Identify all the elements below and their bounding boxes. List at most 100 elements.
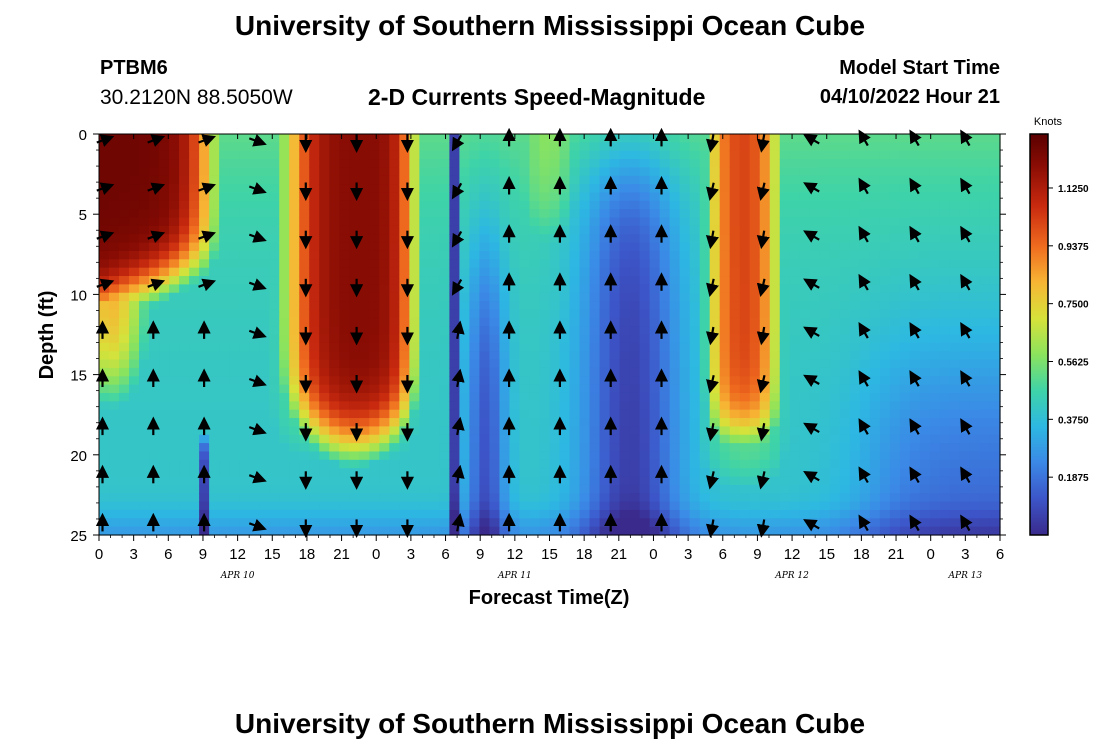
heatmap-cell [179, 484, 190, 494]
heatmap-cell [249, 401, 260, 411]
heatmap-cell [589, 250, 601, 260]
heatmap-cell [519, 484, 531, 494]
heatmap-cell [519, 209, 531, 219]
heatmap-cell [539, 200, 551, 210]
heatmap-cell [799, 509, 811, 519]
heatmap-cell [609, 259, 621, 269]
heatmap-cell [889, 476, 901, 486]
heatmap-cell [769, 501, 781, 511]
heatmap-cell [399, 459, 410, 469]
heatmap-cell [419, 225, 430, 235]
heatmap-cell [459, 200, 471, 210]
heatmap-cell [749, 217, 761, 227]
heatmap-cell [959, 501, 971, 511]
heatmap-cell [869, 225, 881, 235]
heatmap-cell [669, 334, 681, 344]
heatmap-cell [559, 234, 571, 244]
heatmap-cell [589, 493, 601, 503]
heatmap-cell [579, 468, 591, 478]
heatmap-cell [709, 392, 721, 402]
heatmap-cell [849, 351, 861, 361]
heatmap-cell [979, 142, 991, 152]
heatmap-cell [569, 376, 581, 386]
heatmap-cell [839, 367, 851, 377]
heatmap-cell [689, 401, 701, 411]
heatmap-cell [779, 309, 791, 319]
heatmap-cell [639, 142, 651, 152]
heatmap-cell [159, 209, 170, 219]
heatmap-cell [489, 376, 501, 386]
heatmap-cell [719, 451, 731, 461]
current-arrow [451, 368, 465, 388]
heatmap-cell [829, 359, 841, 369]
heatmap-cell [289, 434, 300, 444]
heatmap-cell [479, 326, 491, 336]
heatmap-cell [109, 509, 120, 519]
heatmap-cell [619, 309, 631, 319]
heatmap-cell [629, 501, 641, 511]
heatmap-cell [759, 509, 771, 519]
heatmap-cell [879, 134, 891, 143]
heatmap-cell [189, 142, 200, 152]
heatmap-cell [209, 476, 220, 486]
heatmap-cell [699, 326, 711, 336]
heatmap-cell [809, 250, 821, 260]
heatmap-cell [519, 292, 531, 302]
heatmap-cell [129, 234, 140, 244]
heatmap-cell [629, 518, 641, 528]
heatmap-cell [319, 267, 330, 277]
heatmap-cell [869, 242, 881, 252]
heatmap-cell [849, 150, 861, 160]
heatmap-cell [359, 342, 370, 352]
heatmap-cell [439, 250, 450, 260]
heatmap-cell [339, 276, 350, 285]
heatmap-cell [429, 401, 440, 411]
heatmap-cell [899, 443, 911, 453]
heatmap-cell [669, 134, 681, 143]
heatmap-cell [189, 484, 200, 494]
heatmap-cell [809, 409, 821, 419]
heatmap-cell [769, 276, 781, 285]
heatmap-cell [189, 509, 200, 519]
heatmap-cell [299, 209, 310, 219]
heatmap-cell [219, 150, 230, 160]
heatmap-cell [169, 175, 180, 185]
heatmap-cell [369, 434, 380, 444]
heatmap-cell [109, 301, 120, 311]
heatmap-cell [439, 501, 450, 511]
heatmap-cell [209, 284, 220, 294]
heatmap-cell [969, 259, 981, 269]
heatmap-cell [919, 309, 931, 319]
heatmap-cell [629, 284, 641, 294]
heatmap-cell [139, 509, 150, 519]
current-arrow [705, 519, 719, 538]
heatmap-cell [119, 217, 130, 227]
heatmap-cell [529, 468, 541, 478]
heatmap-cell [299, 476, 310, 486]
heatmap-cell [729, 451, 741, 461]
heatmap-cell [409, 292, 420, 302]
heatmap-cell [229, 276, 240, 285]
heatmap-cell [419, 309, 430, 319]
heatmap-cell [239, 367, 250, 377]
heatmap-cell [339, 501, 350, 511]
heatmap-cell [469, 409, 481, 419]
heatmap-cell [479, 409, 491, 419]
heatmap-cell [249, 418, 260, 427]
heatmap-cell [289, 334, 300, 344]
heatmap-cell [809, 359, 821, 369]
heatmap-cell [939, 259, 951, 269]
heatmap-cell [219, 284, 230, 294]
heatmap-cell [269, 225, 280, 235]
heatmap-cell [539, 175, 551, 185]
heatmap-cell [889, 167, 901, 177]
heatmap-cell [159, 367, 170, 377]
heatmap-cell [369, 217, 380, 227]
heatmap-cell [969, 426, 981, 436]
heatmap-cell [379, 284, 390, 294]
heatmap-cell [519, 326, 531, 336]
heatmap-cell [439, 384, 450, 394]
heatmap-cell [379, 342, 390, 352]
heatmap-cell [679, 234, 691, 244]
heatmap-cell [109, 309, 120, 319]
